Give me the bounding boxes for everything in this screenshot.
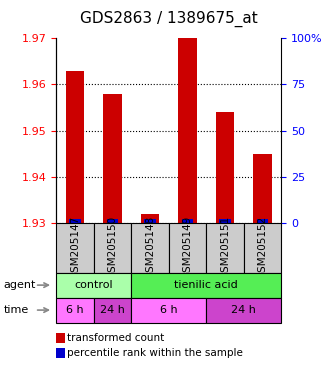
Text: 24 h: 24 h	[100, 305, 125, 315]
Text: 6 h: 6 h	[160, 305, 178, 315]
Text: control: control	[74, 280, 113, 290]
Bar	[169, 223, 206, 273]
Bar	[182, 219, 193, 223]
Text: GSM205149: GSM205149	[183, 216, 193, 279]
Text: transformed count: transformed count	[67, 333, 164, 343]
Bar	[206, 223, 244, 273]
Text: GSM205148: GSM205148	[145, 216, 155, 279]
Bar	[219, 219, 231, 223]
Text: 6 h: 6 h	[66, 305, 84, 315]
Bar	[206, 298, 281, 323]
Bar	[178, 38, 197, 223]
Bar	[141, 214, 160, 223]
Bar	[56, 348, 65, 358]
Text: GDS2863 / 1389675_at: GDS2863 / 1389675_at	[80, 11, 258, 27]
Bar	[94, 223, 131, 273]
Bar	[70, 219, 81, 223]
Text: tienilic acid: tienilic acid	[174, 280, 238, 290]
Bar	[94, 298, 131, 323]
Text: GSM205150: GSM205150	[108, 216, 118, 279]
Bar	[56, 333, 65, 343]
Bar	[253, 154, 272, 223]
Bar	[107, 219, 118, 223]
Bar	[56, 298, 94, 323]
Text: percentile rank within the sample: percentile rank within the sample	[67, 348, 243, 358]
Bar	[144, 219, 156, 223]
Bar	[257, 219, 268, 223]
Text: 24 h: 24 h	[231, 305, 256, 315]
Bar	[66, 71, 84, 223]
Text: agent: agent	[3, 280, 36, 290]
Text: GSM205151: GSM205151	[220, 216, 230, 279]
Bar	[103, 94, 122, 223]
Text: GSM205152: GSM205152	[258, 216, 267, 279]
Bar	[131, 223, 169, 273]
Text: time: time	[3, 305, 28, 315]
Bar	[131, 298, 206, 323]
Bar	[244, 223, 281, 273]
Text: GSM205147: GSM205147	[70, 216, 80, 279]
Bar	[56, 273, 131, 298]
Bar	[131, 273, 281, 298]
Bar	[216, 112, 234, 223]
Bar	[56, 223, 94, 273]
